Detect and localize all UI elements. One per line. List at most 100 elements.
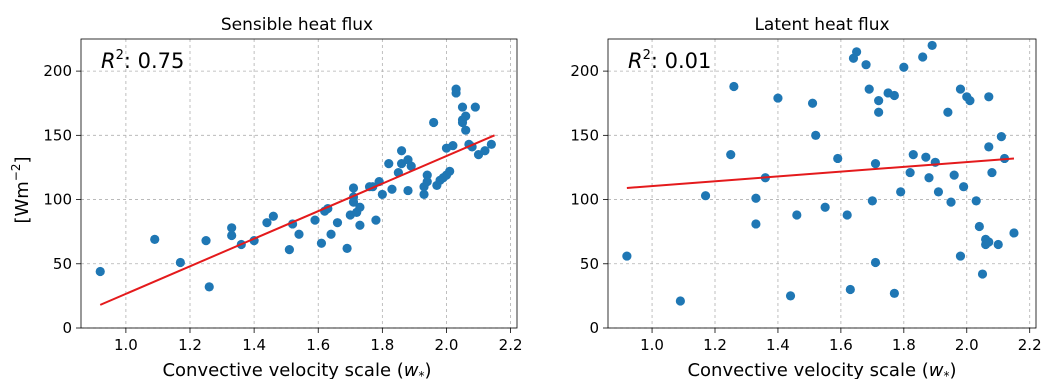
latent-r2-symbol: R [628, 49, 643, 73]
latent-data-point [675, 296, 685, 306]
sensible-xlabel-close: ) [425, 360, 432, 379]
latent-data-point [726, 150, 736, 160]
sensible-y-tick-label: 100 [43, 191, 72, 209]
sensible-xlabel-sub: * [419, 369, 425, 379]
latent-data-point [984, 92, 994, 102]
latent-data-point [905, 167, 915, 178]
latent-x-tick-label: 2.0 [955, 336, 979, 354]
sensible-data-point [294, 229, 304, 239]
latent-data-point [870, 158, 881, 169]
sensible-y-tick-label: 0 [62, 319, 72, 337]
sensible-ticks: 1.0 1.2 1.4 1.6 1.8 2.0 2.2 0 50 100 150 200 [43, 62, 522, 354]
sensible-data-point [387, 184, 397, 194]
sensible-data-point [227, 223, 237, 233]
latent-data-point [1009, 228, 1019, 238]
latent-data-point [792, 210, 802, 220]
latent-data-point [807, 98, 818, 108]
sensible-fit-line-group [99, 134, 495, 306]
sensible-data-point [268, 211, 278, 221]
sensible-data-point [284, 245, 294, 255]
latent-data-point [974, 221, 984, 232]
latent-xlabel-text: Convective velocity scale ( [687, 360, 928, 379]
sensible-data-point [461, 111, 471, 121]
latent-data-point [833, 153, 843, 164]
latent-r2-value: : 0.01 [651, 49, 712, 73]
latent-data-point [933, 187, 944, 197]
latent-data-point [993, 239, 1003, 250]
latent-data-point [965, 96, 975, 106]
latent-data-point [984, 237, 994, 247]
latent-r2-sup: 2 [643, 48, 651, 63]
sensible-data-point [316, 238, 327, 248]
sensible-data-point [348, 183, 359, 193]
sensible-r2-annotation: R2: 0.75 [101, 48, 184, 73]
latent-xlabel-close: ) [950, 360, 957, 379]
latent-y-tick-label: 0 [589, 319, 599, 337]
latent-data-point [751, 219, 761, 229]
sensible-y-tick-label: 150 [43, 126, 72, 144]
latent-data-point [987, 167, 997, 178]
sensible-data-point [486, 139, 496, 149]
latent-x-tick-label: 1.4 [766, 336, 790, 354]
sensible-x-tick-label: 2.0 [435, 336, 459, 354]
latent-r2-annotation: R2: 0.01 [628, 48, 711, 73]
ylabel-close: ] [12, 156, 33, 163]
latent-data-point [811, 130, 821, 140]
latent-data-point [959, 182, 969, 192]
latent-data-point [874, 107, 884, 117]
latent-data-point [861, 60, 871, 70]
sensible-data-point [377, 189, 387, 200]
sensible-r2-sup: 2 [116, 48, 124, 63]
latent-data-point [908, 150, 918, 160]
latent-data-point [852, 47, 862, 57]
sensible-data-point [227, 230, 237, 241]
sensible-data-point [355, 202, 365, 212]
sensible-data-point [95, 266, 105, 277]
sensible-x-tick-label: 1.0 [114, 336, 138, 354]
sensible-data-point [429, 117, 439, 128]
latent-data-point [773, 93, 783, 103]
sensible-r2-value: : 0.75 [124, 49, 185, 73]
latent-xlabel-symbol: w [929, 360, 944, 379]
latent-x-tick-label: 1.0 [640, 336, 664, 354]
latent-data-point [955, 251, 966, 261]
sensible-data-point [480, 146, 490, 156]
latent-x-tick-label: 2.2 [1018, 336, 1042, 354]
sensible-data-point [204, 282, 214, 292]
sensible-data-point [150, 234, 160, 244]
latent-xlabel-sub: * [944, 369, 950, 379]
latent-y-tick-label: 150 [570, 126, 599, 144]
sensible-y-tick-label: 50 [53, 255, 72, 273]
sensible-data-point [422, 176, 432, 187]
sensible-data-point [175, 257, 185, 268]
latent-data-point [899, 62, 909, 72]
sensible-data-point [355, 220, 365, 230]
sensible-data-point [422, 170, 432, 180]
latent-data-point [864, 84, 874, 94]
latent-x-tick-label: 1.6 [829, 336, 853, 354]
sensible-x-tick-label: 1.6 [306, 336, 330, 354]
latent-data-point [927, 40, 937, 51]
sensible-data-point [403, 185, 413, 196]
latent-data-point [955, 84, 966, 94]
latent-ticks: 1.0 1.2 1.4 1.6 1.8 2.0 2.2 0 50 100 150 200 [570, 62, 1041, 354]
sensible-data-point [371, 215, 381, 225]
sensible-r2-symbol: R [101, 49, 116, 73]
ylabel-sup: −2 [9, 163, 23, 181]
latent-regression-line [626, 157, 1015, 189]
latent-data-point [700, 191, 711, 201]
latent-data-point [943, 107, 953, 117]
latent-data-point [924, 173, 934, 183]
sensible-data-point [384, 158, 394, 169]
latent-data-point [896, 187, 906, 197]
latent-data-point [977, 269, 988, 279]
sensible-xlabel-symbol: w [404, 360, 419, 379]
latent-plot-frame [607, 38, 1037, 329]
ylabel-text: [Wm [12, 181, 33, 223]
sensible-regression-line [99, 134, 495, 306]
latent-data-point [751, 193, 761, 203]
sensible-data-point [310, 215, 320, 225]
sensible-y-axis-label: [Wm−2] [9, 156, 33, 223]
latent-data-point [842, 210, 852, 220]
